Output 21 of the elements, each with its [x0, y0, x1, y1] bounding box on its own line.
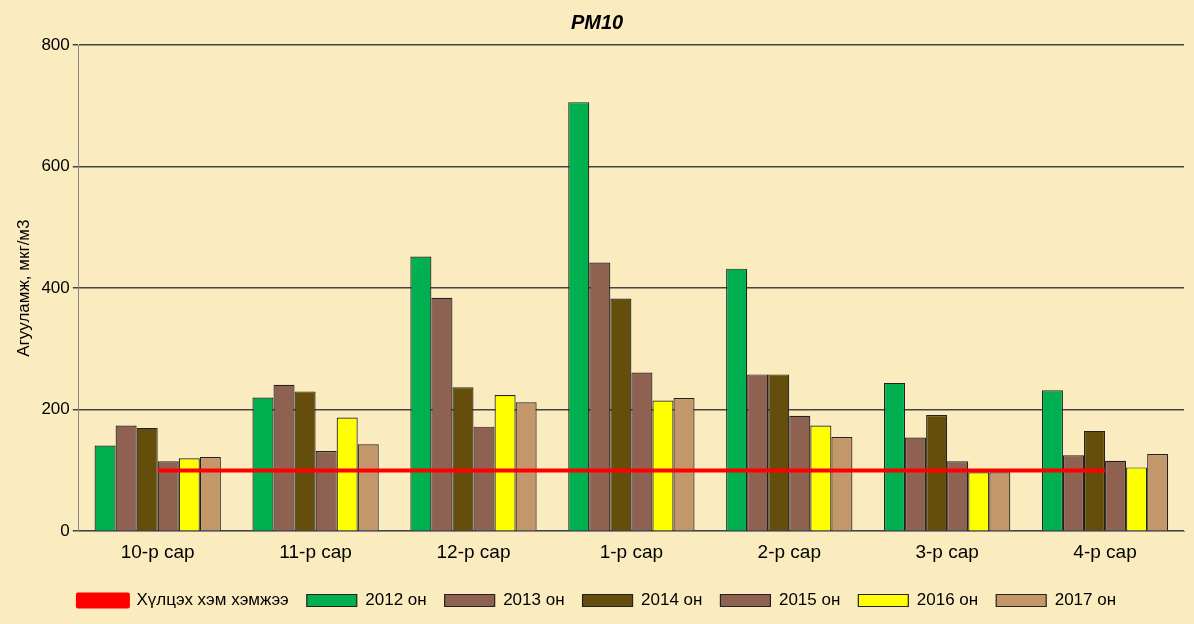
y-axis-title: Агууламж, мкг/м3 — [13, 219, 33, 357]
x-tick-label: 3-р сар — [915, 540, 979, 562]
x-tick-label: 11-р сар — [279, 540, 352, 562]
y-tick-label: 400 — [41, 277, 70, 297]
y-tick-label: 800 — [41, 34, 70, 54]
legend-label: Хүлцэх хэм хэмжээ — [136, 590, 289, 610]
y-tick-label: 0 — [60, 520, 70, 540]
x-tick-label: 2-р сар — [757, 540, 821, 562]
x-tick-label: 4-р сар — [1073, 540, 1137, 562]
x-tick-label: 10-р сар — [120, 540, 195, 562]
y-tick-label: 600 — [41, 156, 70, 176]
legend-label: 2017 он — [1054, 590, 1117, 610]
legend-label: 2016 он — [916, 590, 979, 610]
y-tick-label: 200 — [41, 399, 70, 419]
legend-label: 2012 он — [365, 590, 427, 610]
chart-title: PM10 — [570, 10, 624, 33]
legend-label: 2015 он — [778, 590, 841, 610]
x-tick-label: 1-р сар — [599, 540, 664, 562]
x-tick-label: 12-р сар — [436, 540, 511, 562]
legend-label: 2014 он — [641, 590, 703, 610]
legend-label: 2013 он — [503, 590, 565, 610]
